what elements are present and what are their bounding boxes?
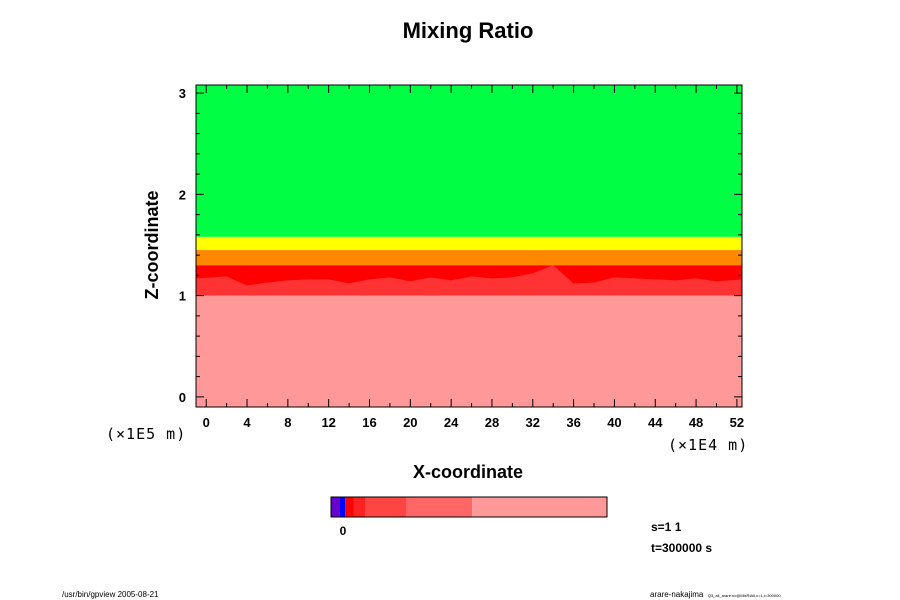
x-tick-label: 16: [362, 415, 376, 430]
x-tick-label: 44: [648, 415, 663, 430]
y-tick-label: 0: [179, 390, 186, 405]
x-tick-label: 20: [403, 415, 417, 430]
x-tick-label: 36: [566, 415, 580, 430]
interface-region: [196, 265, 742, 296]
colorbar: [331, 497, 607, 517]
colorbar-segment: [365, 497, 407, 517]
plot-frame: [195, 84, 743, 408]
y-axis-label: Z-coordinate: [142, 190, 162, 299]
colorbar-segment: [345, 497, 354, 517]
x-axis-label: X-coordinate: [413, 462, 523, 482]
x-tick-label: 52: [730, 415, 744, 430]
heatmap-band-2: [196, 250, 742, 266]
colorbar-frame: [330, 496, 608, 518]
colorbar-segment: [331, 497, 340, 517]
x-tick-label: 4: [243, 415, 251, 430]
y-tick-label: 3: [179, 86, 186, 101]
chart-title: Mixing Ratio: [403, 18, 534, 43]
colorbar-segment: [472, 497, 607, 517]
x-tick-label: 40: [607, 415, 621, 430]
x-tick-label: 12: [321, 415, 335, 430]
heatmap-band-0: [196, 85, 742, 237]
x-tick-label: 48: [689, 415, 703, 430]
x-tick-label: 28: [485, 415, 499, 430]
y-tick-label: 1: [179, 289, 186, 304]
footer-right: arare-nakajima Q3_all_arare.nc@MixRtAll,…: [650, 584, 781, 600]
colorbar-segment: [353, 497, 366, 517]
colorbar-tick-label: 0: [340, 524, 347, 538]
x-multiplier-label: (×1E4 m): [668, 436, 748, 454]
y-tick-label: 2: [179, 187, 186, 202]
heatmap-band-1: [196, 236, 742, 251]
y-multiplier-label: (×1E5 m): [106, 425, 186, 443]
footer-right-small: Q3_all_arare.nc@MixRtAll,x=1,t=300000: [708, 593, 782, 598]
footer-right-main: arare-nakajima: [650, 590, 704, 599]
x-tick-label: 32: [526, 415, 540, 430]
heatmap-band-4: [196, 295, 742, 407]
colorbar-segment: [406, 497, 473, 517]
x-tick-label: 8: [284, 415, 291, 430]
info-t-label: t=300000 s: [651, 541, 712, 555]
x-tick-label: 0: [203, 415, 210, 430]
x-tick-label: 24: [444, 415, 459, 430]
footer-left: /usr/bin/gpview 2005-08-21: [62, 590, 159, 599]
info-s-label: s=1 1: [651, 520, 682, 534]
colorbar-segment: [339, 497, 346, 517]
plot-area: [196, 85, 742, 407]
